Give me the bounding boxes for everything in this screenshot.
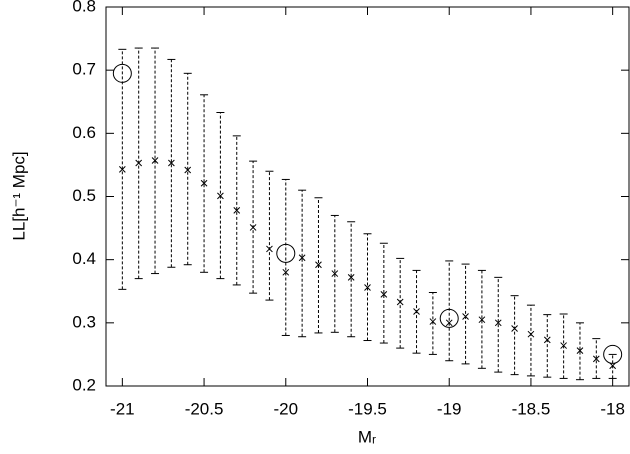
point bbox=[439, 308, 459, 328]
point bbox=[445, 319, 453, 327]
point bbox=[184, 166, 192, 174]
point bbox=[112, 63, 132, 83]
point bbox=[151, 157, 159, 164]
point bbox=[282, 268, 290, 276]
y-tick-label: 0.5 bbox=[72, 186, 96, 205]
y-tick-label: 0.2 bbox=[72, 375, 96, 394]
point bbox=[266, 245, 273, 253]
point bbox=[331, 270, 339, 277]
point bbox=[429, 318, 437, 325]
x-tick-label: -18.5 bbox=[512, 399, 551, 418]
y-axis-label: LL[h⁻¹ Mpc] bbox=[9, 151, 28, 240]
x-tick-label: -20 bbox=[273, 399, 298, 418]
point bbox=[527, 330, 535, 338]
x-tick-label: -19.5 bbox=[348, 399, 387, 418]
point bbox=[543, 336, 551, 344]
x-axis-label: Mᵣ bbox=[358, 427, 376, 446]
point bbox=[168, 159, 175, 167]
y-tick-label: 0.3 bbox=[72, 312, 96, 331]
y-tick-label: 0.4 bbox=[72, 249, 96, 268]
x-tick-label: -19 bbox=[437, 399, 462, 418]
point bbox=[347, 273, 355, 281]
point bbox=[233, 207, 241, 214]
point bbox=[494, 319, 502, 327]
point bbox=[249, 224, 257, 231]
y-tick-label: 0.8 bbox=[72, 0, 96, 15]
y-tick-label: 0.6 bbox=[72, 123, 96, 142]
point bbox=[576, 347, 584, 354]
point bbox=[560, 342, 567, 349]
point bbox=[217, 192, 224, 200]
point bbox=[413, 308, 420, 315]
point bbox=[200, 179, 208, 187]
point bbox=[462, 313, 469, 320]
point bbox=[511, 325, 518, 332]
point bbox=[276, 243, 296, 263]
x-tick-label: -21 bbox=[110, 399, 135, 418]
x-tick-label: -18 bbox=[600, 399, 625, 418]
point bbox=[609, 362, 617, 370]
point bbox=[592, 355, 600, 363]
point bbox=[478, 316, 486, 324]
point bbox=[396, 298, 404, 306]
point bbox=[603, 344, 623, 364]
point bbox=[315, 261, 322, 269]
point bbox=[380, 291, 388, 298]
point bbox=[135, 159, 143, 167]
point bbox=[364, 284, 371, 291]
point bbox=[298, 254, 306, 262]
point bbox=[118, 165, 126, 173]
x-tick-label: -20.5 bbox=[185, 399, 224, 418]
y-tick-label: 0.7 bbox=[72, 60, 96, 79]
